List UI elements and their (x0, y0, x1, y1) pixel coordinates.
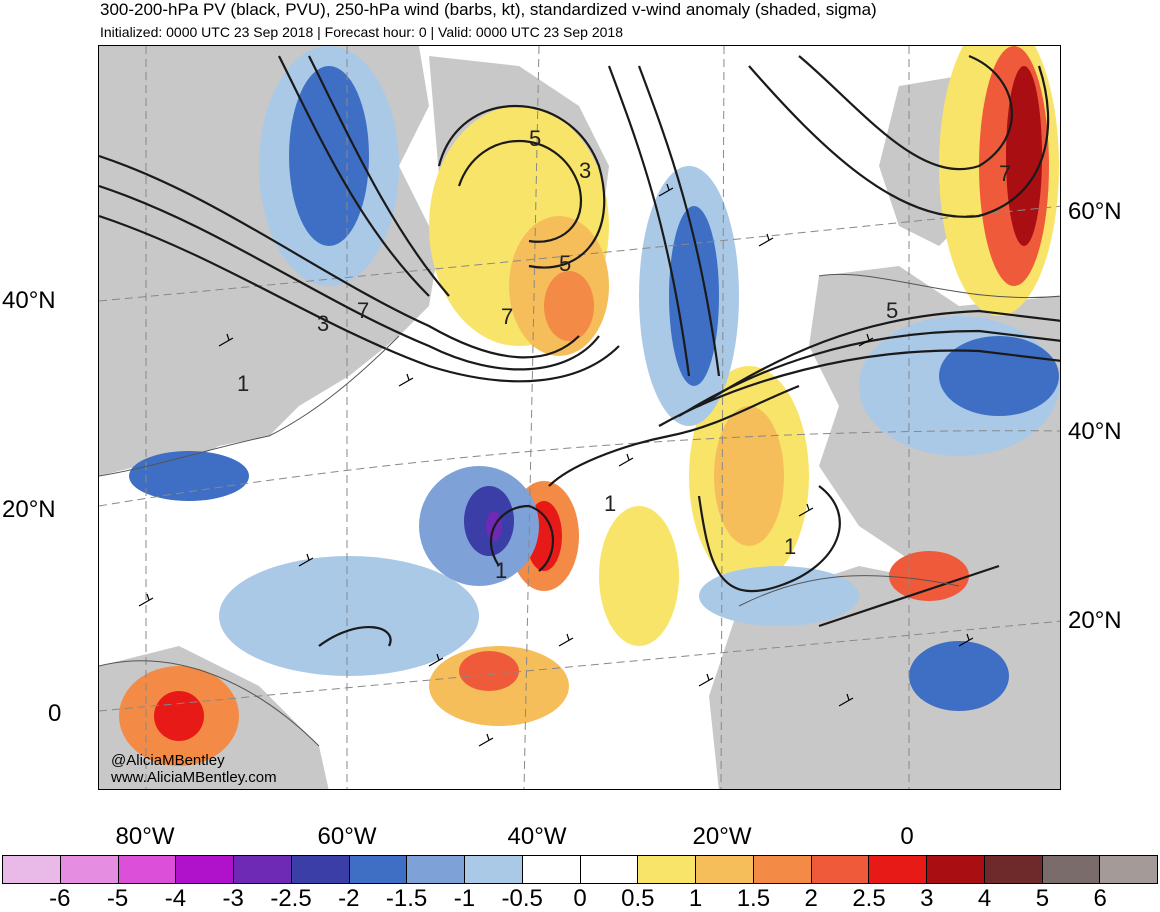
lat-label-right-40n: 40°N (1068, 418, 1122, 445)
contour-label-6: 7 (357, 298, 369, 323)
anom-pos-greenland-core (544, 271, 594, 341)
colorbar-swatch (869, 856, 927, 883)
anom-neg-guinea (699, 566, 859, 626)
contour-label-9: 1 (784, 534, 796, 559)
anom-pos-scandinavia-core (1006, 66, 1042, 246)
colorbar (2, 855, 1158, 884)
contour-label-1: 5 (529, 126, 541, 151)
colorbar-tick-label: 1 (688, 885, 703, 912)
colorbar-swatch (696, 856, 754, 883)
colorbar-tick-label: -2 (338, 885, 360, 912)
colorbar-swatch (118, 856, 177, 883)
anom-pos-samerica-core (154, 691, 204, 741)
anom-pos-south-core (459, 651, 519, 691)
anom-neg-caribbean (219, 556, 479, 676)
lat-label-right-20n: 20°N (1068, 607, 1122, 634)
lat-label-right-60n: 60°N (1068, 198, 1122, 225)
colorbar-tick-label: 2 (804, 885, 818, 912)
colorbar-tick-label: 0 (573, 885, 587, 912)
contour-label-10: 5 (886, 298, 898, 323)
contour-label-3: 7 (501, 304, 513, 329)
contour-label-11: 7 (999, 161, 1011, 186)
colorbar-tick-label: -6 (49, 885, 71, 912)
contour-label-7: 1 (237, 371, 249, 396)
graticule (99, 46, 1060, 789)
anom-neg-europe-inner (939, 336, 1059, 416)
colorbar-swatch (753, 856, 812, 883)
colorbar-swatch (60, 856, 119, 883)
anom-pos-africa (889, 551, 969, 601)
contour-label-2: 3 (579, 158, 591, 183)
colorbar-swatch (176, 856, 234, 883)
colorbar-tick-label: 0.5 (621, 885, 655, 912)
colorbar-swatch (522, 856, 581, 883)
lat-label-left-0: 0 (48, 700, 62, 727)
colorbar-tick-label: -1 (453, 885, 476, 912)
anom-pos-tropical (599, 506, 679, 646)
anom-pos-east-atlantic-inner (714, 406, 784, 546)
colorbar-tick-label: -1.5 (385, 885, 428, 912)
contour-label-12: 1 (495, 558, 507, 583)
colorbar-swatch (1100, 856, 1157, 883)
wind-barbs (138, 183, 974, 747)
colorbar-tick-label: 4 (977, 885, 992, 912)
colorbar-swatch (407, 856, 465, 883)
contour-label-8: 1 (604, 491, 616, 516)
colorbar-tick-label: -4 (164, 885, 187, 912)
anom-neg-africa (909, 641, 1009, 711)
colorbar-swatch (811, 856, 870, 883)
colorbar-tick-label: -5 (106, 885, 129, 912)
lon-label-0: 0 (900, 823, 914, 850)
anomaly-field: 5 3 7 5 3 7 1 1 1 5 7 1 (99, 46, 1060, 789)
colorbar-tick-label: 3 (920, 885, 934, 912)
colorbar-swatch (580, 856, 639, 883)
lon-label-20w: 20°W (692, 823, 752, 850)
chart-subtitle: Initialized: 0000 UTC 23 Sep 2018 | Fore… (100, 24, 623, 40)
colorbar-swatch (638, 856, 696, 883)
colorbar-swatch (291, 856, 350, 883)
lat-label-left-40n: 40°N (2, 287, 56, 314)
lat-label-left-20n: 20°N (2, 496, 56, 523)
colorbar-swatch (234, 856, 292, 883)
colorbar-swatch (349, 856, 408, 883)
pv-contours (99, 54, 1060, 647)
colorbar-tick-label: -2.5 (270, 885, 312, 912)
colorbar-tick-label: 5 (1035, 885, 1050, 912)
colorbar-tick-label: -0.5 (501, 885, 543, 912)
colorbar-swatch (984, 856, 1043, 883)
colorbar-swatch (927, 856, 985, 883)
contour-label-5: 3 (317, 311, 329, 336)
coastlines (99, 273, 1060, 747)
colorbar-tick-label: 6 (1093, 885, 1107, 912)
colorbar-swatch (1042, 856, 1101, 883)
colorbar-tick-label: 1.5 (736, 885, 771, 912)
map-panel: 5 3 7 5 3 7 1 1 1 5 7 1 @AliciaMBentley … (98, 45, 1061, 790)
colorbar-tick-label: 2.5 (852, 885, 886, 912)
lon-label-80w: 80°W (115, 823, 175, 850)
colorbar-swatch (465, 856, 523, 883)
colorbar-swatch (3, 856, 61, 883)
lon-label-60w: 60°W (317, 823, 377, 850)
credit-handle: @AliciaMBentley (111, 752, 225, 769)
credit-website: www.AliciaMBentley.com (111, 769, 277, 786)
anom-neg-gulf (129, 451, 249, 501)
contour-label-4: 5 (559, 251, 571, 276)
anom-neg-midatl-inner (669, 206, 719, 386)
colorbar-tick-label: -3 (222, 885, 244, 912)
chart-title: 300-200-hPa PV (black, PVU), 250-hPa win… (100, 0, 877, 19)
lon-label-40w: 40°W (507, 823, 567, 850)
